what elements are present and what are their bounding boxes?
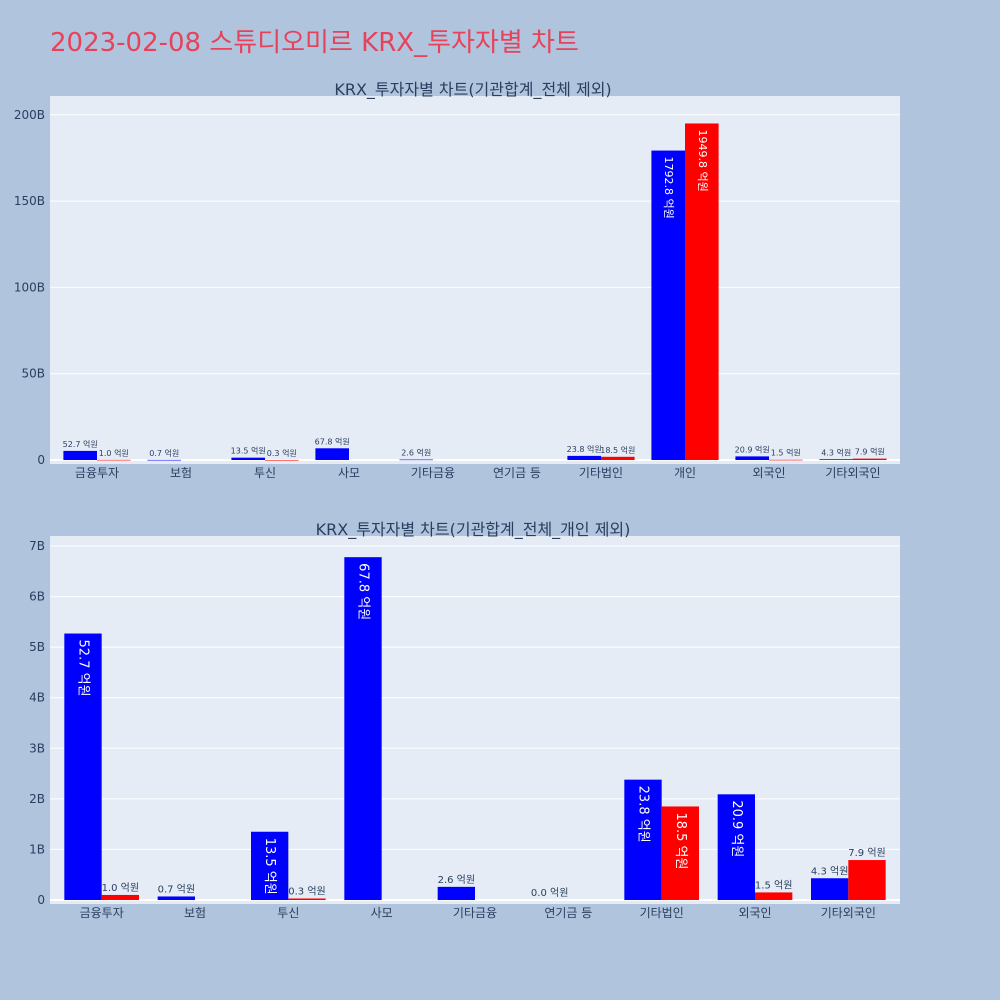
sell-bar xyxy=(101,894,139,900)
data-label: 52.7 억원 xyxy=(76,640,91,697)
y-tick-label: 7B xyxy=(29,539,45,553)
y-tick-label: 200B xyxy=(14,108,45,122)
sell-bar xyxy=(265,459,299,461)
data-label: 0.7 억원 xyxy=(149,448,179,458)
sell-bar xyxy=(288,898,326,900)
data-label: 18.5 억원 xyxy=(600,445,635,455)
x-tick-label: 외국인 xyxy=(738,906,771,920)
data-label: 67.8 억원 xyxy=(356,563,371,620)
buy-bar xyxy=(399,459,433,461)
buy-bar xyxy=(231,457,265,460)
chart-2: 0 1B 2B 3B 4B 5B 6B 7B KRX_투자자별 차트(기관합계_전체_개인 제외… xyxy=(29,520,900,920)
data-label: 1792.8 억원 xyxy=(662,157,675,219)
chart-title: KRX_투자자별 차트(기관합계_전체_개인 제외) xyxy=(316,520,631,540)
buy-bar xyxy=(811,878,849,900)
buy-bar xyxy=(437,886,475,900)
data-label: 52.7 억원 xyxy=(63,439,98,449)
x-tick-label: 기타법인 xyxy=(579,466,623,480)
x-tick-label: 연기금 등 xyxy=(544,906,592,920)
x-tick-label: 투신 xyxy=(254,466,276,480)
data-label: 67.8 억원 xyxy=(315,436,350,446)
y-tick-label: 1B xyxy=(29,842,45,856)
buy-bar xyxy=(735,456,769,460)
buy-bar xyxy=(251,831,289,900)
data-label: 0.7 억원 xyxy=(158,883,195,895)
y-tick-label: 0 xyxy=(37,453,45,467)
plot-area xyxy=(50,96,900,464)
buy-bar xyxy=(64,633,102,900)
x-tick-label: 기타외국인 xyxy=(825,466,880,480)
y-tick-label: 6B xyxy=(29,590,45,604)
y-tick-label: 0 xyxy=(37,893,45,907)
x-tick-label: 사모 xyxy=(338,466,360,480)
sell-bar xyxy=(661,806,699,900)
sell-bar xyxy=(848,860,886,900)
y-tick-label: 150B xyxy=(14,194,45,208)
data-label: 18.5 억원 xyxy=(673,812,688,869)
data-label: 20.9 억원 xyxy=(735,444,770,454)
data-label: 1.5 억원 xyxy=(755,879,792,891)
data-label: 1.5 억원 xyxy=(771,448,801,458)
data-label: 2.6 억원 xyxy=(401,448,431,458)
x-tick-label: 기타법인 xyxy=(640,906,684,920)
buy-bar xyxy=(717,794,755,900)
x-tick-label: 기타외국인 xyxy=(821,906,876,920)
x-tick-label: 기타금융 xyxy=(453,906,497,920)
sell-bar xyxy=(853,458,887,460)
x-tick-label: 금융투자 xyxy=(80,906,124,920)
buy-bar xyxy=(819,459,853,460)
y-tick-label: 50B xyxy=(21,367,45,381)
page-title: 2023-02-08 스튜디오미르 KRX_투자자별 차트 xyxy=(50,28,579,58)
buy-bar xyxy=(651,150,685,460)
chart-title: KRX_투자자별 차트(기관합계_전체 제외) xyxy=(334,80,611,100)
plot-area xyxy=(50,536,900,904)
sell-bar xyxy=(755,892,793,900)
buy-bar xyxy=(147,459,181,461)
data-label: 2.6 억원 xyxy=(438,874,475,886)
x-tick-label: 기타금융 xyxy=(411,466,455,480)
y-tick-label: 100B xyxy=(14,280,45,294)
buy-bar xyxy=(624,779,662,900)
x-tick-label: 보험 xyxy=(170,466,192,480)
sell-bar xyxy=(769,459,803,461)
y-tick-label: 5B xyxy=(29,640,45,654)
data-label: 0.0 억원 xyxy=(531,887,568,899)
data-label: 4.3 억원 xyxy=(821,447,851,457)
sell-bar xyxy=(685,123,719,461)
y-tick-label: 4B xyxy=(29,691,45,705)
x-tick-label: 개인 xyxy=(674,466,696,480)
data-label: 7.9 억원 xyxy=(855,447,885,457)
data-label: 13.5 억원 xyxy=(262,838,277,895)
data-label: 4.3 억원 xyxy=(811,865,848,877)
buy-bar xyxy=(157,896,195,900)
x-tick-label: 외국인 xyxy=(752,466,785,480)
x-tick-label: 보험 xyxy=(184,906,206,920)
data-label: 23.8 억원 xyxy=(636,786,651,843)
x-tick-label: 사모 xyxy=(371,906,393,920)
x-tick-label: 투신 xyxy=(277,906,299,920)
sell-bar xyxy=(601,456,635,460)
data-label: 1.0 억원 xyxy=(102,882,139,894)
buy-bar xyxy=(567,455,601,460)
data-label: 23.8 억원 xyxy=(567,444,602,454)
data-label: 20.9 억원 xyxy=(729,800,744,857)
buy-bar xyxy=(315,448,349,460)
x-tick-label: 연기금 등 xyxy=(493,466,541,480)
data-label: 1.0 억원 xyxy=(99,448,129,458)
data-label: 1949.8 억원 xyxy=(696,129,709,191)
data-label: 13.5 억원 xyxy=(231,446,266,456)
data-label: 0.3 억원 xyxy=(288,885,325,897)
chart-1: 0 50B 100B 150B 200B KRX_투자자별 차트(기관합계_전체 제외) 금… xyxy=(14,80,900,480)
data-label: 7.9 억원 xyxy=(848,847,885,859)
y-tick-label: 2B xyxy=(29,792,45,806)
buy-bar xyxy=(63,450,97,460)
buy-bar xyxy=(344,557,382,900)
y-tick-label: 3B xyxy=(29,741,45,755)
x-tick-label: 금융투자 xyxy=(75,466,119,480)
data-label: 0.3 억원 xyxy=(267,448,297,458)
sell-bar xyxy=(97,459,131,461)
